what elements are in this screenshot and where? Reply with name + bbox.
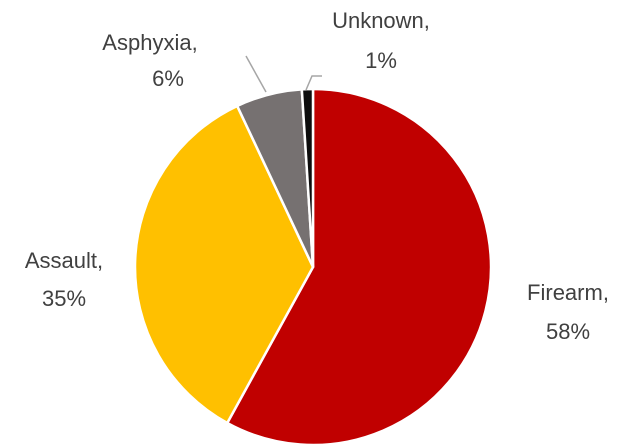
leader-line	[245, 55, 267, 93]
pie	[133, 87, 493, 446]
value-label: 58%	[546, 319, 590, 344]
pie-slice	[225, 87, 493, 446]
category-label: Asphyxia,	[102, 30, 197, 55]
value-label: 6%	[152, 66, 184, 91]
category-label: Unknown,	[332, 8, 430, 33]
category-label: Assault,	[25, 248, 103, 273]
leader-line	[305, 75, 322, 91]
category-label: Firearm,	[527, 280, 609, 305]
value-label: 35%	[42, 286, 86, 311]
pie-slice	[133, 104, 315, 425]
pie-slice	[300, 87, 315, 269]
value-label: 1%	[365, 48, 397, 73]
